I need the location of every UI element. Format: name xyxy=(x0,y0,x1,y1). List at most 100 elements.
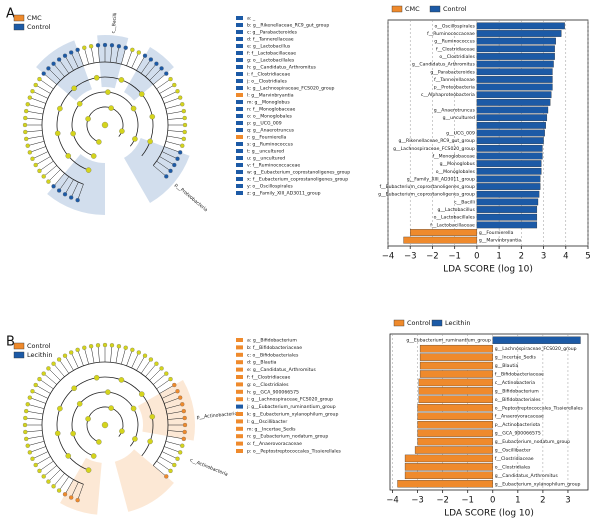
tree-node xyxy=(27,95,32,100)
tree-branch xyxy=(26,435,44,440)
taxon-swatch xyxy=(236,51,243,55)
tree-branch xyxy=(145,63,157,77)
bar xyxy=(476,198,539,206)
tree-branch xyxy=(140,359,152,374)
tree-branch xyxy=(58,476,70,491)
clade-highlight xyxy=(124,137,190,203)
tree-node xyxy=(180,402,185,407)
taxon-swatch xyxy=(236,367,243,372)
tree-branch xyxy=(131,352,140,369)
tree-node xyxy=(123,345,128,350)
tree-branch xyxy=(25,430,43,433)
tree-branch xyxy=(165,404,183,409)
bar-label: p__Actinobacteriota xyxy=(495,422,541,428)
tree-node xyxy=(178,150,183,155)
tree-node xyxy=(95,43,101,48)
taxon-swatch xyxy=(236,156,243,160)
tree-node xyxy=(172,162,177,168)
tree-node xyxy=(22,422,28,428)
bar-label: g__uncultured xyxy=(443,115,475,121)
taxon-label: z: g__Family_XIII_AD3011_group xyxy=(247,191,321,197)
tree-node xyxy=(25,402,30,407)
tree-node xyxy=(71,385,77,391)
tree-branch xyxy=(58,59,70,74)
taxon-swatch xyxy=(236,72,243,76)
x-tick-label: 3 xyxy=(541,252,546,262)
taxon-label: v: f__Ruminococcaceae xyxy=(247,163,300,169)
bar xyxy=(476,99,551,106)
bar xyxy=(476,60,554,68)
tree-node xyxy=(30,456,35,461)
tree-branch xyxy=(35,84,51,94)
tree-branch xyxy=(58,176,70,191)
tree-node xyxy=(139,91,145,97)
x-tick-label: 2 xyxy=(540,496,545,506)
bar-label: g__UCG_009 xyxy=(446,131,475,137)
taxon-swatch xyxy=(236,170,243,174)
tree-node xyxy=(130,47,135,52)
tree-node xyxy=(62,53,68,58)
tree-branch xyxy=(121,47,126,65)
taxon-swatch xyxy=(236,65,243,69)
bar-label: f__Bifidobacteriaceae xyxy=(495,372,544,378)
tree-node xyxy=(69,495,74,500)
bar xyxy=(419,344,493,353)
tree-node xyxy=(25,102,30,107)
tree-node xyxy=(116,44,122,49)
tree-node xyxy=(93,74,100,81)
tree-branch xyxy=(64,479,74,495)
bar-label: f__Anaerovoracaceae xyxy=(495,414,544,420)
tree-node xyxy=(109,43,115,48)
tree-node xyxy=(22,122,28,128)
legend-swatch xyxy=(13,23,25,31)
x-axis-label: LDA SCORE (log 10) xyxy=(443,265,533,275)
tree-branch xyxy=(53,173,65,187)
tree-node xyxy=(118,377,125,383)
taxon-swatch xyxy=(236,93,243,97)
tree-node xyxy=(147,438,153,445)
tree-branch xyxy=(167,117,185,120)
tree-branch xyxy=(159,384,175,394)
taxon-label: d: g__Blautia xyxy=(247,360,277,366)
tree-branch xyxy=(77,184,84,201)
tree-branch xyxy=(27,104,45,109)
tree-node xyxy=(181,408,186,414)
tree-node xyxy=(181,108,186,114)
tree-branch xyxy=(97,45,100,63)
x-tick-label: 1 xyxy=(515,496,520,506)
tree-node xyxy=(132,136,138,142)
tree-node xyxy=(25,443,30,448)
tree-node xyxy=(37,76,42,82)
tree-node xyxy=(23,429,28,435)
tree-branch xyxy=(110,45,113,63)
taxon-label: x: f__Eubacterium_coprostanoligenes_grou… xyxy=(247,177,348,183)
bar xyxy=(418,395,493,404)
tree-branch xyxy=(166,135,184,140)
bar-label: f__Lactobacillaceae xyxy=(430,222,475,228)
bar xyxy=(397,480,493,488)
tree-branch xyxy=(64,355,74,371)
tree-node xyxy=(181,136,186,142)
taxon-swatch xyxy=(236,449,243,453)
taxon-swatch xyxy=(236,86,243,90)
legend-swatch xyxy=(13,342,25,350)
tree-node xyxy=(175,89,180,94)
x-tick-label: 5 xyxy=(585,252,590,262)
tree-branch xyxy=(153,373,167,385)
tree-branch xyxy=(43,73,57,85)
tree-node xyxy=(175,389,180,394)
legend-swatch xyxy=(431,319,443,327)
bar xyxy=(476,221,538,229)
tree-node xyxy=(132,436,138,442)
tree-branch xyxy=(48,169,61,182)
tree-node xyxy=(180,443,185,448)
tree-node xyxy=(70,430,76,437)
taxon-swatch xyxy=(236,30,243,34)
bar-label: g__Eubacterium_nodatum_group xyxy=(495,439,570,445)
tree-branch xyxy=(165,141,183,146)
tree-branch xyxy=(29,397,46,404)
bar-label: f__Tannerellaceae xyxy=(434,77,475,83)
tree-node xyxy=(123,45,128,50)
tree-node xyxy=(142,353,148,358)
tree-branch xyxy=(70,52,79,69)
